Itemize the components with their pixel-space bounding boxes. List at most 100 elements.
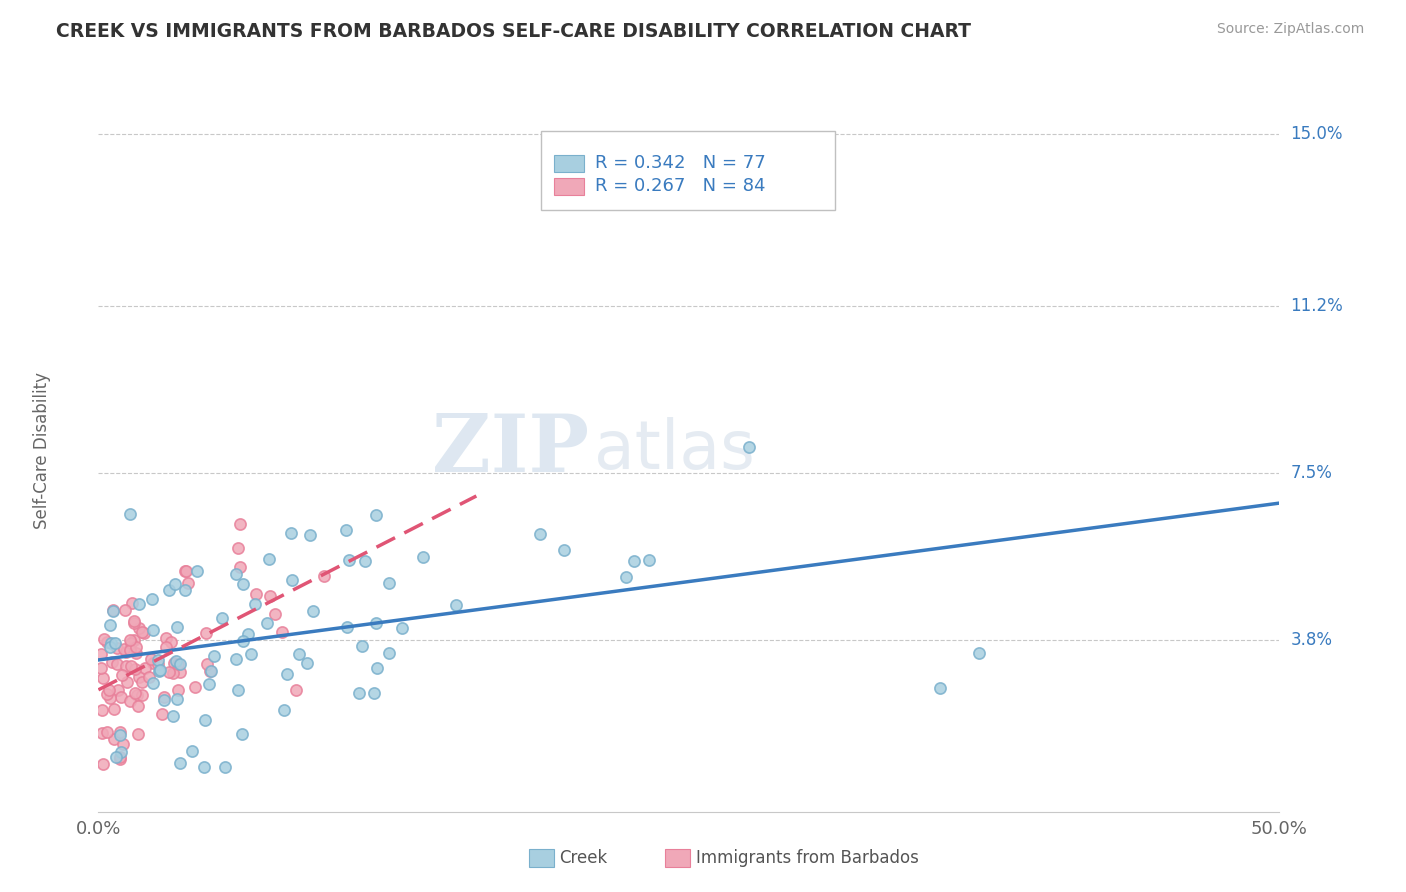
Point — [412, 550, 434, 565]
Point — [128, 670, 150, 684]
Point — [623, 554, 645, 568]
Point — [243, 597, 266, 611]
Point — [131, 688, 153, 702]
Point — [103, 604, 125, 618]
Point — [157, 665, 180, 679]
Point — [131, 624, 153, 639]
Point — [124, 686, 146, 700]
Point — [112, 737, 135, 751]
Point — [157, 582, 180, 597]
Point — [288, 647, 311, 661]
Point — [211, 611, 233, 625]
Point — [239, 647, 262, 661]
Point — [366, 661, 388, 675]
Point — [229, 516, 252, 531]
Point — [122, 633, 145, 648]
Point — [93, 632, 115, 647]
Point — [162, 709, 184, 723]
Point — [173, 565, 195, 579]
Point — [257, 552, 280, 566]
Text: R = 0.267   N = 84: R = 0.267 N = 84 — [595, 177, 766, 195]
Text: atlas: atlas — [595, 417, 755, 483]
Point — [122, 614, 145, 628]
Point — [259, 590, 281, 604]
Point — [226, 682, 249, 697]
Point — [142, 676, 165, 690]
Point — [112, 641, 135, 656]
Point — [121, 596, 143, 610]
Point — [280, 525, 302, 540]
Point — [198, 664, 221, 678]
Point — [96, 725, 118, 739]
Point — [110, 690, 132, 704]
Point — [120, 508, 142, 522]
Point — [120, 643, 142, 657]
Point — [155, 640, 177, 655]
Point — [336, 620, 359, 634]
Point — [120, 636, 142, 650]
Point — [264, 607, 287, 622]
Point — [177, 575, 200, 590]
Point — [226, 541, 249, 555]
Point — [162, 666, 184, 681]
Point — [107, 657, 129, 671]
Point — [107, 683, 129, 698]
Point — [638, 552, 661, 566]
Point — [146, 657, 169, 671]
Point — [115, 645, 138, 659]
Point — [141, 652, 163, 666]
Text: R = 0.342   N = 77: R = 0.342 N = 77 — [595, 154, 766, 172]
Point — [90, 647, 112, 661]
Point — [120, 633, 142, 648]
Point — [110, 745, 132, 759]
Text: 15.0%: 15.0% — [1291, 126, 1343, 144]
Point — [276, 666, 298, 681]
Point — [105, 750, 128, 764]
Point — [180, 744, 202, 758]
Point — [176, 564, 198, 578]
Point — [231, 727, 253, 741]
Point — [229, 560, 252, 574]
Point — [169, 756, 191, 770]
Point — [98, 640, 121, 654]
Text: 3.8%: 3.8% — [1291, 632, 1333, 649]
Point — [553, 543, 575, 558]
Point — [295, 656, 318, 670]
Point — [232, 634, 254, 648]
Point — [202, 648, 225, 663]
Point — [101, 603, 124, 617]
Point — [166, 692, 188, 706]
Point — [124, 646, 146, 660]
Point — [335, 523, 357, 537]
Point — [366, 615, 388, 630]
Point — [165, 577, 187, 591]
Point — [169, 665, 191, 679]
Point — [141, 591, 163, 606]
Point — [98, 690, 121, 705]
Point — [142, 623, 165, 637]
Point — [245, 587, 267, 601]
Text: Immigrants from Barbados: Immigrants from Barbados — [696, 849, 920, 867]
Point — [120, 658, 142, 673]
Point — [103, 731, 125, 746]
Point — [142, 656, 165, 670]
Point — [125, 688, 148, 702]
Point — [103, 702, 125, 716]
Point — [91, 672, 114, 686]
Point — [173, 582, 195, 597]
Point — [302, 604, 325, 618]
Point — [114, 602, 136, 616]
Point — [347, 686, 370, 700]
Point — [337, 553, 360, 567]
Point — [165, 654, 187, 668]
Point — [110, 668, 132, 682]
Text: Creek: Creek — [560, 849, 607, 867]
Point — [90, 661, 112, 675]
Point — [153, 693, 176, 707]
Point — [132, 626, 155, 640]
Point — [285, 683, 308, 698]
Point — [363, 686, 385, 700]
Point — [160, 634, 183, 648]
Point — [105, 640, 128, 655]
Point — [194, 626, 217, 640]
